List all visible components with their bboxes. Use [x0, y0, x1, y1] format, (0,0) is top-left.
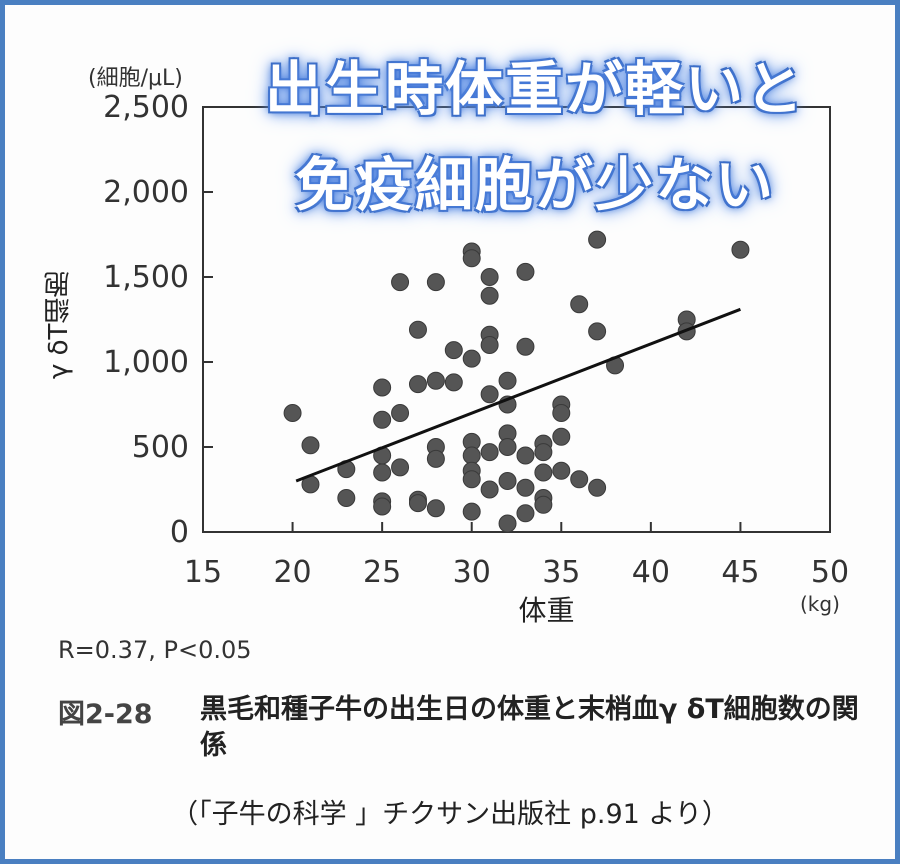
plot-area	[202, 106, 831, 533]
y-tick-label: 0	[170, 515, 189, 550]
data-point	[498, 472, 517, 490]
x-tick-label: 20	[273, 555, 311, 590]
data-point	[373, 463, 392, 482]
regression-line	[295, 307, 741, 483]
y-tick-label: 500	[132, 430, 189, 465]
data-point	[426, 499, 445, 518]
data-point	[588, 322, 607, 341]
data-point	[498, 438, 517, 456]
x-tick-label: 35	[542, 555, 580, 590]
data-point	[570, 295, 589, 314]
data-point	[498, 514, 517, 533]
x-tick-label: 25	[363, 555, 401, 590]
data-point	[534, 495, 553, 514]
data-point	[552, 427, 571, 446]
data-point	[444, 341, 463, 360]
data-point	[462, 249, 481, 268]
data-point	[731, 240, 750, 259]
data-point	[516, 504, 535, 523]
data-point	[462, 470, 481, 489]
data-point	[480, 443, 499, 462]
figure-caption: 黒毛和種子牛の出生日の体重と末梢血γ δT細胞数の関係	[200, 694, 859, 761]
data-point	[480, 336, 499, 354]
data-point	[426, 371, 445, 390]
data-point	[337, 489, 356, 507]
data-point	[301, 436, 320, 455]
x-tick-label: 30	[453, 555, 491, 590]
data-point	[462, 446, 481, 465]
data-point	[516, 262, 535, 281]
x-tick-label: 50	[811, 555, 849, 590]
data-point	[426, 449, 445, 468]
x-axis-label: 体重	[518, 594, 574, 627]
data-point	[480, 286, 499, 305]
data-point	[588, 230, 607, 249]
data-point	[552, 461, 571, 480]
data-point	[373, 410, 392, 429]
data-point	[588, 478, 607, 497]
data-point	[516, 478, 535, 497]
headline-line-2: 免疫細胞が少ない	[294, 151, 775, 219]
stats-text: R=0.37, P<0.05	[58, 636, 252, 664]
data-point	[516, 337, 535, 356]
data-point	[534, 463, 553, 482]
data-point	[391, 458, 410, 477]
x-unit-label: (kg)	[800, 592, 840, 616]
y-tick-label: 2,000	[103, 175, 189, 210]
y-unit-label: (細胞/μL)	[88, 66, 183, 91]
data-point	[480, 268, 499, 286]
data-point	[570, 470, 589, 489]
data-point	[426, 273, 445, 292]
y-tick-label: 1,500	[103, 260, 189, 295]
data-point	[391, 404, 410, 422]
data-point	[408, 494, 427, 513]
x-tick-label: 40	[632, 555, 670, 590]
y-tick-label: 2,500	[103, 90, 189, 125]
data-point	[480, 480, 499, 499]
x-tick-label: 15	[184, 555, 222, 590]
data-point	[373, 378, 392, 397]
data-point	[444, 373, 463, 392]
y-tick-label: 1,000	[103, 345, 189, 380]
data-point	[480, 385, 499, 404]
figure-number: 図2-28	[58, 699, 153, 730]
data-point	[391, 273, 410, 292]
data-point	[283, 404, 302, 422]
data-point	[516, 446, 535, 465]
data-point	[462, 349, 481, 368]
data-point	[373, 497, 392, 516]
headline-line-1: 出生時体重が軽いと	[264, 55, 805, 123]
source-citation: （「子牛の科学 」チクサン出版社 p.91 より）	[171, 799, 729, 830]
x-tick-label: 45	[721, 555, 759, 590]
data-point	[534, 443, 553, 462]
data-point	[498, 371, 517, 390]
data-point	[462, 502, 481, 521]
data-point	[408, 320, 427, 339]
data-point	[552, 404, 571, 422]
data-point	[408, 375, 427, 394]
